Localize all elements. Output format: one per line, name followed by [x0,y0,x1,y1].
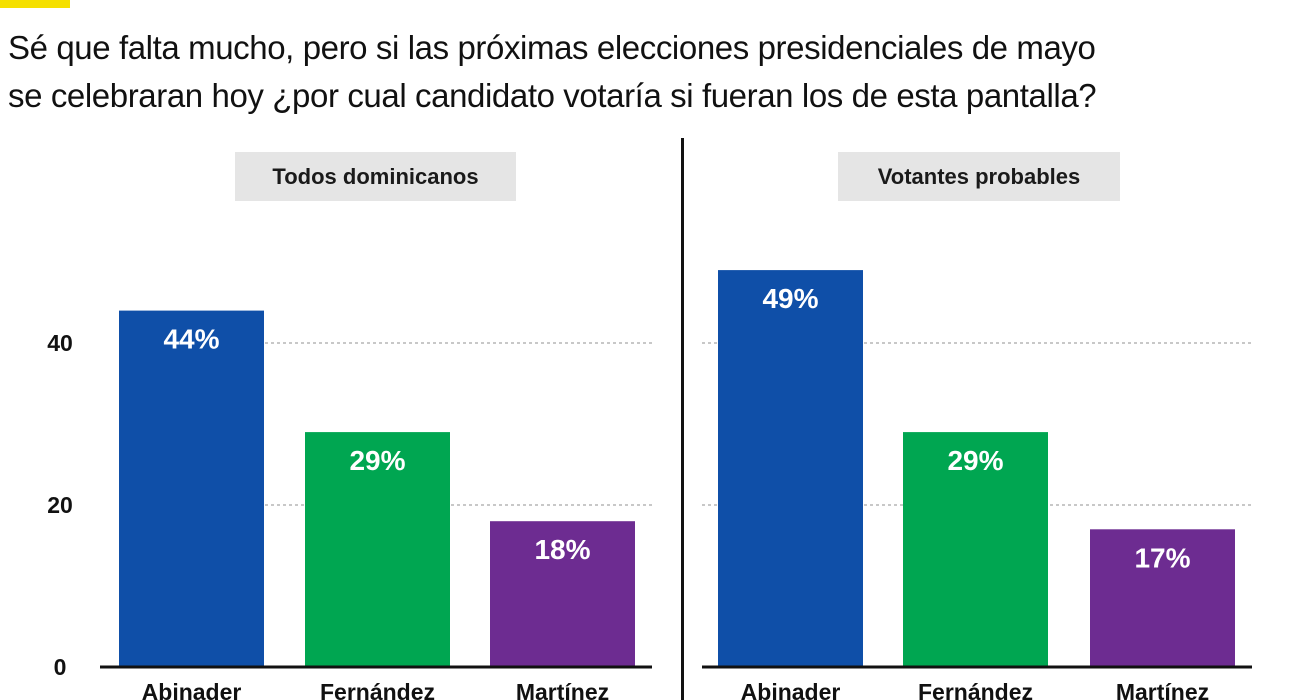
panel-2-category-label-abinader: Abinader [741,679,841,700]
panel-1-bar-martinez [490,521,635,667]
panel-1-category-label-martinez: Martínez [516,679,609,700]
panel-2-data-label-abinader: 49% [762,283,818,314]
panel-divider [681,138,684,700]
panel-1-y-tick-label: 40 [47,330,73,356]
survey-question: Sé que falta mucho, pero si las próximas… [8,24,1288,120]
panel-2-category-label-martinez: Martínez [1116,679,1209,700]
header-accent-bar [0,0,70,8]
panel-2-bar-fernandez [903,432,1048,667]
panel-1-data-label-abinader: 44% [163,324,219,355]
panel-1-category-label-abinader: Abinader [142,679,242,700]
panel-1-data-label-fernandez: 29% [349,445,405,476]
panel-2-data-label-fernandez: 29% [947,445,1003,476]
panel-1-bar-fernandez [305,432,450,667]
panel-1-category-label-fernandez: Fernández [320,679,435,700]
panel-1-y-tick-label: 0 [54,654,67,680]
panel-2-data-label-martinez: 17% [1134,542,1190,573]
panel-2-category-label-fernandez: Fernández [918,679,1033,700]
panel-1-data-label-martinez: 18% [534,534,590,565]
panel-2-bar-martinez [1090,529,1235,667]
survey-question-line-2: se celebraran hoy ¿por cual candidato vo… [8,77,1097,114]
panel-1-y-tick-label: 20 [47,492,73,518]
panel-title-votantes-probables: Votantes probables [838,152,1120,201]
panel-2-bar-abinader [718,270,863,667]
survey-question-line-1: Sé que falta mucho, pero si las próximas… [8,29,1096,66]
panel-1-bar-abinader [119,310,264,667]
panel-title-todos-dominicanos: Todos dominicanos [235,152,516,201]
